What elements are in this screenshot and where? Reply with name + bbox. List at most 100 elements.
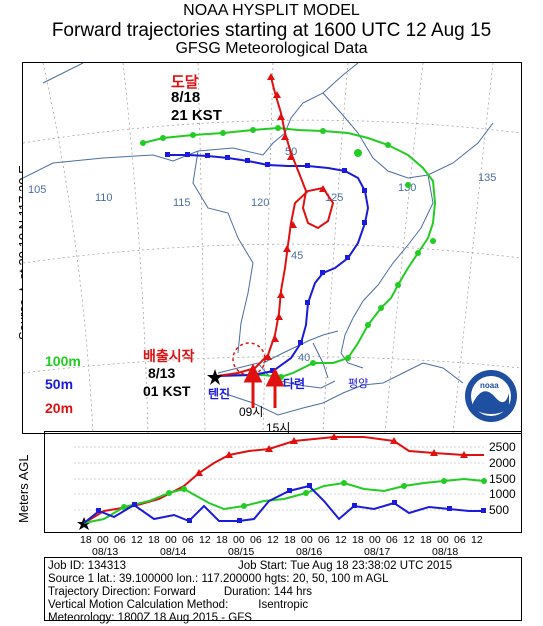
- y-tick-1000: 1000: [489, 487, 516, 501]
- lat-label-45: 45: [291, 250, 303, 262]
- time-15: 15시: [266, 421, 291, 434]
- lon-label-130: 130: [398, 182, 416, 194]
- height-markers-20m: [195, 433, 468, 476]
- x-tick-9: 00: [233, 534, 245, 546]
- trajectory-100m-markers: [140, 125, 436, 380]
- footer-box: [44, 557, 522, 621]
- x-tick-12: 18: [284, 534, 296, 546]
- job-id: Job ID: 134313: [48, 560, 127, 572]
- date-0814: 08/14: [160, 546, 186, 557]
- job-start: Job Start: Tue Aug 18 23:38:02 UTC 2015: [238, 560, 453, 572]
- y-tick-1500: 1500: [489, 472, 516, 486]
- lon-label-105: 105: [28, 184, 46, 196]
- height-panel-frame: [44, 431, 522, 533]
- x-tick-0: 18: [80, 534, 92, 546]
- panel-star-icon: [77, 517, 91, 530]
- lon-label-125: 125: [325, 192, 343, 204]
- x-tick-10: 06: [250, 534, 262, 546]
- noaa-logo: noaa: [465, 370, 517, 422]
- legend-50m: 50m: [45, 376, 74, 392]
- star-icon: [207, 369, 223, 385]
- trajectory-20m: [216, 76, 335, 377]
- height-markers-50m: [96, 483, 486, 523]
- trajectory-map: 105 110 115 120 125 130 135 50 45 40: [22, 62, 522, 434]
- release-label: 배출시작: [143, 348, 195, 364]
- lon-label-110: 110: [95, 192, 113, 204]
- agl-axis-label: Meters AGL: [2, 445, 31, 525]
- x-tick-8: 18: [216, 534, 228, 546]
- height-date-labels: 08/13 08/14 08/15 08/16 08/17 08/18: [92, 546, 458, 557]
- x-tick-13: 00: [301, 534, 313, 546]
- svg-text:noaa: noaa: [480, 381, 499, 390]
- source-info: Source 1 lat.: 39.100000 lon.: 117.20000…: [48, 573, 389, 585]
- date-0818: 08/18: [432, 546, 458, 557]
- map-svg: 105 110 115 120 125 130 135 50 45 40: [23, 63, 521, 433]
- map-borders: [23, 63, 494, 416]
- legend-100m: 100m: [45, 353, 81, 369]
- lon-label-115: 115: [173, 197, 191, 209]
- legend-20m: 20m: [45, 400, 74, 416]
- y-tick-2500: 2500: [489, 440, 516, 454]
- duration: Duration: 144 hrs: [223, 586, 313, 598]
- x-tick-11: 12: [267, 534, 279, 546]
- x-tick-15: 12: [335, 534, 347, 546]
- x-tick-20: 18: [420, 534, 432, 546]
- meteorology: Meteorology: 1800Z 18 Aug 2015 - GFS: [48, 612, 252, 624]
- x-tick-5: 00: [165, 534, 177, 546]
- height-x-ticks: 18 00 06 12 18 00 06 12 18 00 06 12 18 0…: [80, 534, 483, 546]
- y-tick-2000: 2000: [489, 456, 516, 470]
- x-tick-18: 06: [386, 534, 398, 546]
- lon-labels: 105 110 115 120 125 130 135 50 45 40: [28, 146, 496, 364]
- height-y-ticks: 2500 2000 1500 1000 500: [489, 440, 516, 517]
- lon-label-120: 120: [251, 197, 269, 209]
- city-dalian: 다련: [283, 377, 306, 391]
- release-date: 8/13: [148, 365, 176, 381]
- agl-label-text: Meters AGL: [16, 454, 31, 523]
- arrival-date: 8/18: [171, 89, 201, 106]
- trajectory-100m: [142, 126, 437, 379]
- trajectory-50m-markers: [165, 152, 367, 373]
- city-pyongyang: 평양: [348, 378, 369, 390]
- city-tianjin: 텐진: [208, 387, 231, 401]
- x-tick-17: 00: [369, 534, 381, 546]
- vertical-method: Vertical Motion Calculation Method:: [48, 599, 229, 611]
- lat-label-40: 40: [298, 352, 310, 364]
- lon-label-135: 135: [478, 172, 496, 184]
- height-markers-100m: [121, 478, 487, 510]
- trajectory-20m-markers: [264, 73, 327, 360]
- x-tick-22: 06: [454, 534, 466, 546]
- time-arrows: [243, 363, 285, 408]
- height-line-100m: [83, 477, 485, 524]
- date-0817: 08/17: [364, 546, 390, 557]
- subtitle: GFSG Meteorological Data: [175, 40, 368, 57]
- x-tick-1: 00: [97, 534, 109, 546]
- date-0815: 08/15: [228, 546, 254, 557]
- date-0816: 08/16: [296, 546, 322, 557]
- height-line-20m: [83, 436, 484, 524]
- org-title: NOAA HYSPLIT MODEL: [183, 2, 360, 19]
- x-tick-16: 18: [352, 534, 364, 546]
- trajectory-direction: Trajectory Direction: Forward: [48, 586, 196, 598]
- footer-info: Job ID: 134313 Job Start: Tue Aug 18 23:3…: [48, 560, 452, 625]
- x-tick-21: 00: [437, 534, 449, 546]
- x-tick-7: 12: [199, 534, 211, 546]
- source-axis-label: Source ★ at 39.10 N 117.20 E: [2, 80, 31, 420]
- y-tick-500: 500: [489, 503, 509, 517]
- x-tick-23: 12: [471, 534, 483, 546]
- x-tick-19: 12: [403, 534, 415, 546]
- time-09: 09시: [239, 405, 264, 419]
- x-tick-6: 06: [182, 534, 194, 546]
- release-time: 01 KST: [143, 383, 191, 399]
- x-tick-4: 18: [148, 534, 160, 546]
- height-grid: [74, 446, 484, 511]
- vertical-method-value: Isentropic: [258, 599, 309, 611]
- arrival-label: 도달: [171, 74, 199, 91]
- date-0813: 08/13: [92, 546, 118, 557]
- height-panel-svg: 2500 2000 1500 1000 500 20 18 00 06 12 1…: [74, 433, 516, 557]
- x-tick-3: 12: [131, 534, 143, 546]
- arrival-time: 21 KST: [171, 107, 222, 124]
- height-line-50m: [83, 484, 484, 524]
- x-tick-2: 06: [114, 534, 126, 546]
- page-title: Forward trajectories starting at 1600 UT…: [51, 20, 492, 41]
- x-tick-14: 06: [318, 534, 330, 546]
